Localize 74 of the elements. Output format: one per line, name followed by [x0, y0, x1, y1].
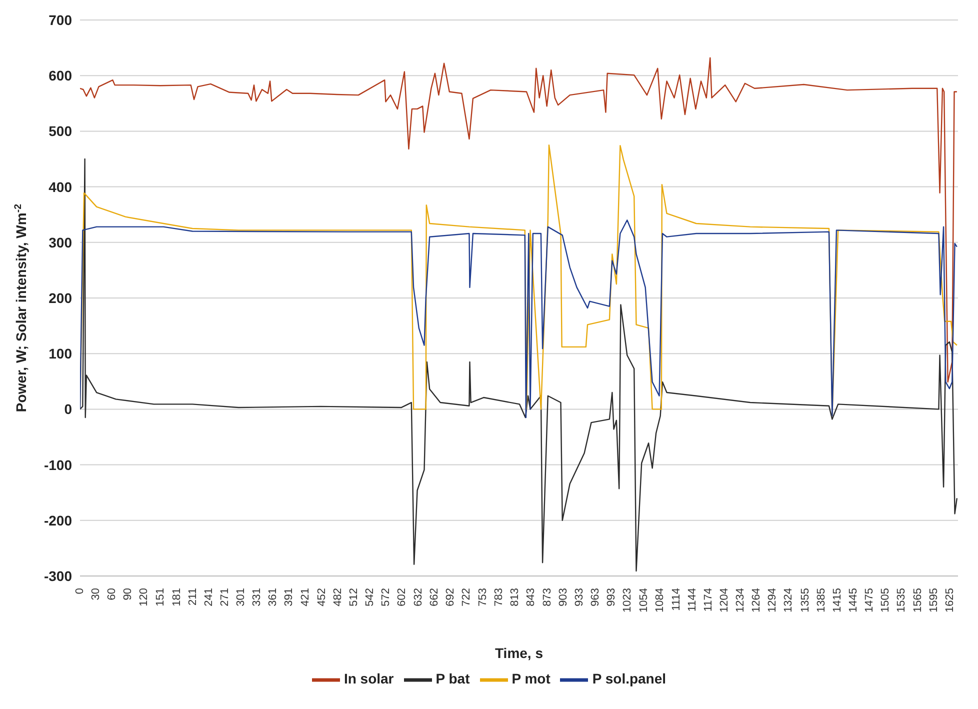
legend-label: P sol.panel	[592, 670, 666, 687]
x-tick-label: 1234	[734, 588, 747, 612]
x-tick-label: 572	[380, 588, 392, 606]
x-tick-label: 993	[606, 588, 618, 606]
x-tick-label: 843	[525, 588, 538, 606]
x-tick-label: 181	[170, 588, 183, 606]
x-tick-label: 1324	[782, 588, 795, 612]
x-tick-label: 1415	[831, 588, 844, 612]
legend-label: P bat	[436, 670, 470, 687]
x-tick-label: 452	[316, 588, 328, 606]
x-tick-label: 1084	[654, 588, 666, 612]
y-tick-label: 200	[48, 290, 72, 306]
x-tick-label: 1264	[750, 588, 763, 612]
y-tick-label: -300	[44, 568, 72, 584]
x-tick-label: 783	[493, 588, 506, 606]
x-tick-label: 1625	[944, 588, 956, 612]
x-tick-label: 421	[299, 588, 312, 606]
y-tick-label: 100	[48, 346, 72, 362]
x-tick-label: 873	[541, 588, 554, 606]
x-tick-label: 632	[412, 588, 424, 606]
x-tick-label: 151	[154, 588, 167, 606]
x-tick-label: 301	[235, 588, 248, 606]
legend-label: In solar	[344, 670, 394, 687]
x-tick-label: 1535	[896, 588, 908, 612]
x-tick-label: 542	[364, 588, 376, 606]
x-tick-label: 692	[444, 588, 456, 606]
x-tick-label: 1204	[718, 588, 730, 612]
x-tick-label: 1385	[815, 588, 828, 612]
y-tick-label: -100	[44, 456, 72, 473]
x-tick-label: 391	[283, 588, 296, 606]
x-tick-label: 331	[251, 588, 264, 606]
y-tick-label: 0	[64, 401, 72, 418]
x-tick-label: 1565	[912, 588, 924, 612]
x-tick-label: 722	[460, 588, 472, 606]
x-tick-label: 30	[90, 588, 102, 600]
y-tick-label: 300	[48, 234, 72, 250]
x-tick-label: 90	[122, 588, 134, 600]
x-tick-label: 1114	[670, 588, 682, 611]
x-tick-label: 1355	[799, 588, 812, 612]
y-tick-label: 400	[48, 178, 72, 195]
y-tick-label: 500	[48, 123, 72, 140]
line-series	[80, 57, 958, 383]
y-tick-label: 700	[48, 12, 72, 28]
x-tick-label: 241	[202, 588, 215, 606]
x-tick-label: 271	[218, 588, 231, 606]
x-tick-label: 211	[186, 588, 199, 606]
x-tick-label: 1475	[864, 588, 876, 612]
x-tick-label: 963	[589, 588, 602, 606]
x-tick-label: 512	[348, 588, 360, 606]
y-tick-label: -200	[44, 512, 72, 528]
x-tick-label: 482	[332, 588, 344, 606]
x-tick-label: 903	[557, 588, 570, 606]
x-tick-label: 1294	[766, 588, 779, 612]
line-series	[80, 220, 958, 418]
x-tick-label: 60	[106, 588, 118, 600]
y-tick-label: 600	[48, 68, 72, 84]
x-tick-label: 1445	[848, 588, 860, 612]
x-tick-label: 0	[74, 588, 86, 594]
legend-label: P mot	[512, 670, 550, 687]
x-tick-label: 1023	[622, 588, 634, 612]
x-tick-label: 813	[509, 588, 522, 606]
x-axis-title: Time, s	[495, 645, 544, 661]
line-series	[80, 158, 958, 572]
x-tick-label: 933	[573, 588, 586, 606]
x-tick-label: 361	[267, 588, 280, 606]
x-tick-label: 1054	[638, 588, 650, 612]
x-tick-label: 1505	[880, 588, 892, 612]
x-tick-label: 120	[138, 588, 150, 606]
x-tick-label: 662	[428, 588, 440, 606]
x-tick-label: 1595	[928, 588, 940, 612]
x-tick-label: 1144	[686, 588, 698, 612]
x-tick-label: 753	[477, 588, 490, 606]
x-tick-label: 1174	[702, 588, 714, 612]
x-tick-label: 602	[396, 588, 408, 606]
